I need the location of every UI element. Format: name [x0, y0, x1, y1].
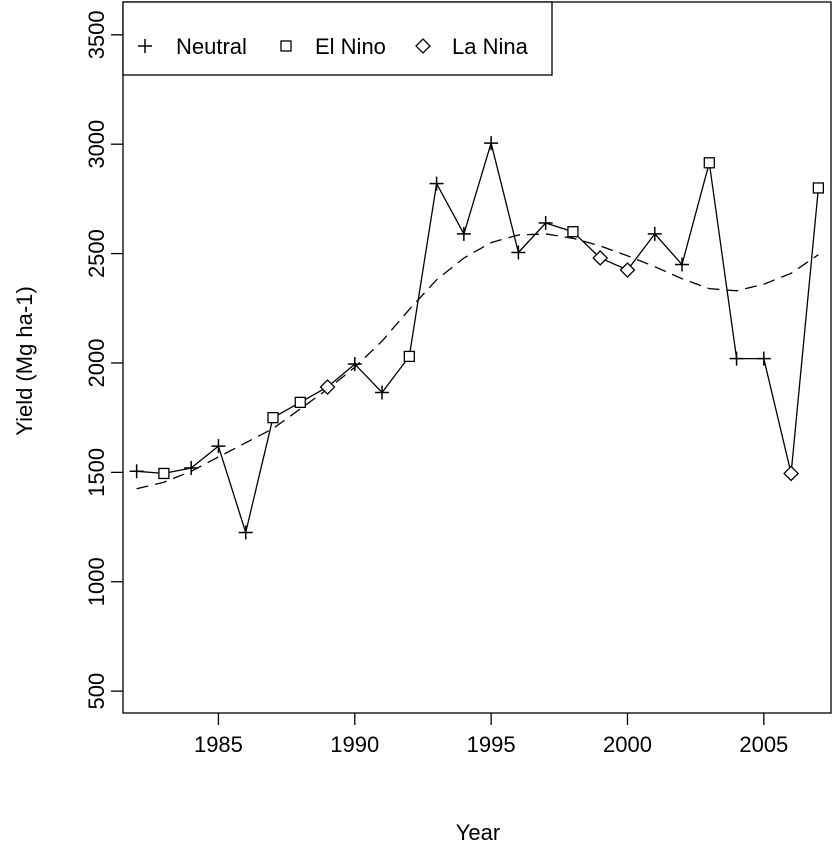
data-point-1985 [211, 439, 226, 454]
data-point-2004 [729, 351, 744, 366]
data-point-1987 [267, 412, 279, 424]
y-tick-label: 3500 [84, 10, 109, 59]
legend-box [122, 1, 553, 76]
data-point-1990 [347, 357, 362, 372]
legend-label: La Nina [452, 34, 529, 59]
data-point-1992 [403, 350, 415, 363]
x-tick-label: 1995 [467, 732, 516, 757]
x-tick-label: 2005 [739, 732, 788, 757]
y-tick-label: 3000 [84, 120, 109, 169]
axes-layer: 1985 1990 1995 2000 2005 500 1000 1500 2000 2500 3… [84, 1, 832, 757]
y-tick-label: 2500 [84, 229, 109, 278]
data-point-2001 [647, 226, 662, 241]
data-point-2002 [675, 257, 690, 272]
legend-marker-plus [138, 39, 152, 53]
data-point-1991 [375, 385, 390, 400]
legend-label: El Nino [315, 34, 386, 59]
data-point-1999 [592, 250, 609, 266]
legend-marker-square [280, 40, 292, 52]
y-tick-label: 2000 [84, 338, 109, 387]
trend-line [136, 233, 819, 490]
x-tick-label: 1985 [194, 732, 243, 757]
data-point-2003 [703, 157, 715, 169]
data-point-1982 [129, 464, 144, 479]
y-axis-label: Yield (Mg ha-1) [12, 286, 37, 436]
x-tick-label: 2000 [603, 732, 652, 757]
plot-frame [122, 1, 832, 714]
data-point-1986 [238, 525, 253, 540]
data-point-1994 [456, 226, 471, 241]
legend: Neutral El Nino La Nina [122, 1, 553, 76]
y-tick-label: 1000 [84, 557, 109, 606]
series-layer [129, 136, 825, 540]
data-point-1984 [184, 460, 199, 475]
data-point-2006 [783, 465, 800, 482]
data-point-1997 [538, 215, 553, 230]
data-point-1995 [484, 136, 499, 151]
data-point-1989 [319, 379, 336, 395]
data-point-1996 [511, 245, 526, 260]
data-point-2005 [756, 351, 771, 366]
data-point-2000 [619, 262, 636, 278]
observed-line [136, 140, 820, 535]
y-tick-label: 500 [84, 673, 109, 710]
data-point-1993 [429, 176, 444, 191]
data-point-1988 [294, 396, 306, 408]
data-point-1998 [567, 226, 579, 238]
x-axis-label: Year [456, 820, 500, 845]
legend-label: Neutral [176, 34, 247, 59]
legend-marker-diamond [415, 38, 431, 54]
y-tick-label: 1500 [84, 448, 109, 497]
x-tick-label: 1990 [330, 732, 379, 757]
data-point-2007 [812, 182, 825, 194]
data-point-1983 [158, 467, 170, 480]
